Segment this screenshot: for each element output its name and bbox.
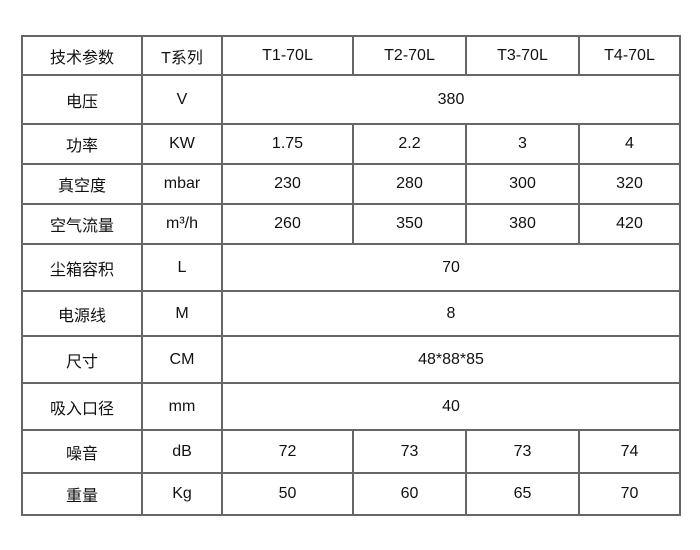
value-cell: 40: [221, 382, 681, 431]
value-cell: 260: [221, 203, 354, 245]
table-row: 尺寸 CM 48*88*85: [21, 335, 681, 384]
value-cell: 48*88*85: [221, 335, 681, 384]
value-cell: 1.75: [221, 123, 354, 165]
value-cell: 380: [465, 203, 580, 245]
unit-cell: m³/h: [141, 203, 223, 245]
table-row: 尘箱容积 L 70: [21, 243, 681, 292]
unit-cell: dB: [141, 429, 223, 474]
param-cell: 电源线: [21, 290, 143, 337]
value-cell: 8: [221, 290, 681, 337]
param-cell: 电压: [21, 74, 143, 125]
unit-cell: V: [141, 74, 223, 125]
unit-cell: M: [141, 290, 223, 337]
header-cell: T4-70L: [578, 35, 681, 76]
spec-table: 技术参数 T系列 T1-70L T2-70L T3-70L T4-70L 电压 V…: [21, 35, 681, 516]
value-cell: 4: [578, 123, 681, 165]
param-cell: 空气流量: [21, 203, 143, 245]
value-cell: 70: [578, 472, 681, 516]
value-cell: 70: [221, 243, 681, 292]
value-cell: 350: [352, 203, 467, 245]
table-row: 电压 V 380: [21, 74, 681, 125]
value-cell: 3: [465, 123, 580, 165]
param-cell: 尘箱容积: [21, 243, 143, 292]
unit-cell: mm: [141, 382, 223, 431]
unit-cell: L: [141, 243, 223, 292]
header-cell: T系列: [141, 35, 223, 76]
param-cell: 真空度: [21, 163, 143, 205]
table-row: 吸入口径 mm 40: [21, 382, 681, 431]
table-row: 真空度 mbar 230 280 300 320: [21, 163, 681, 205]
value-cell: 73: [352, 429, 467, 474]
value-cell: 73: [465, 429, 580, 474]
param-cell: 重量: [21, 472, 143, 516]
value-cell: 72: [221, 429, 354, 474]
value-cell: 2.2: [352, 123, 467, 165]
value-cell: 280: [352, 163, 467, 205]
unit-cell: Kg: [141, 472, 223, 516]
value-cell: 50: [221, 472, 354, 516]
header-cell: T2-70L: [352, 35, 467, 76]
header-cell: 技术参数: [21, 35, 143, 76]
table-row: 重量 Kg 50 60 65 70: [21, 472, 681, 516]
param-cell: 功率: [21, 123, 143, 165]
param-cell: 尺寸: [21, 335, 143, 384]
header-cell: T3-70L: [465, 35, 580, 76]
table-row: 噪音 dB 72 73 73 74: [21, 429, 681, 474]
table-row: 空气流量 m³/h 260 350 380 420: [21, 203, 681, 245]
value-cell: 230: [221, 163, 354, 205]
unit-cell: KW: [141, 123, 223, 165]
table-row: 电源线 M 8: [21, 290, 681, 337]
unit-cell: CM: [141, 335, 223, 384]
unit-cell: mbar: [141, 163, 223, 205]
value-cell: 380: [221, 74, 681, 125]
value-cell: 65: [465, 472, 580, 516]
table-row: 功率 KW 1.75 2.2 3 4: [21, 123, 681, 165]
header-row: 技术参数 T系列 T1-70L T2-70L T3-70L T4-70L: [21, 35, 681, 76]
value-cell: 300: [465, 163, 580, 205]
param-cell: 噪音: [21, 429, 143, 474]
value-cell: 420: [578, 203, 681, 245]
value-cell: 320: [578, 163, 681, 205]
header-cell: T1-70L: [221, 35, 354, 76]
value-cell: 74: [578, 429, 681, 474]
param-cell: 吸入口径: [21, 382, 143, 431]
value-cell: 60: [352, 472, 467, 516]
